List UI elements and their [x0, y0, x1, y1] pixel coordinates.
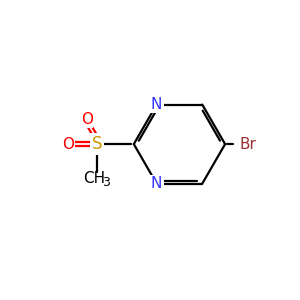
Text: CH: CH: [84, 171, 106, 186]
Text: Br: Br: [240, 136, 257, 152]
Text: O: O: [81, 112, 93, 127]
Text: N: N: [151, 97, 162, 112]
Text: 3: 3: [102, 176, 110, 189]
Text: N: N: [151, 176, 162, 191]
Text: S: S: [92, 135, 102, 153]
Text: O: O: [62, 136, 74, 152]
